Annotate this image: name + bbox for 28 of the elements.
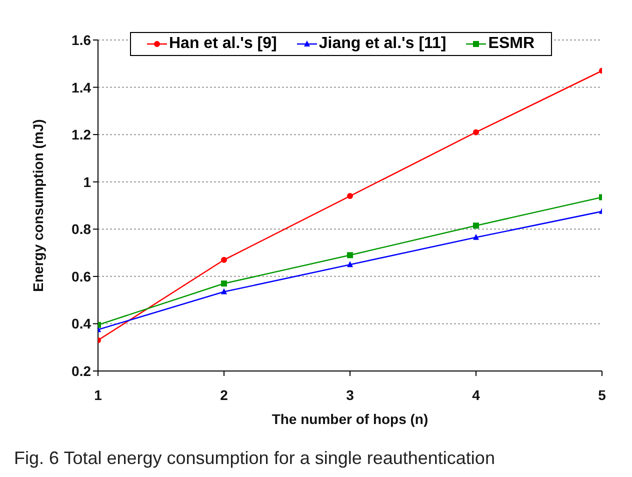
x-tick-label: 2 xyxy=(220,386,228,403)
x-tick-label: 1 xyxy=(94,386,102,403)
y-axis-title: Energy consumption (mJ) xyxy=(30,119,46,292)
x-tick-label: 3 xyxy=(346,386,354,403)
point xyxy=(347,252,353,258)
x-tick-label: 5 xyxy=(598,386,606,403)
point xyxy=(347,193,353,200)
y-tick-label: 1.2 xyxy=(72,126,92,143)
point xyxy=(347,261,353,268)
y-tick-label: 0.8 xyxy=(72,221,92,238)
x-axis-title: The number of hops (n) xyxy=(270,411,430,427)
point xyxy=(473,129,479,136)
point xyxy=(221,288,227,294)
y-tick-label: 1 xyxy=(83,174,92,190)
point xyxy=(221,256,227,263)
y-tick-label: 0.2 xyxy=(72,362,92,379)
y-tick-label: 1.6 xyxy=(72,32,92,48)
point xyxy=(473,234,479,240)
y-tick-label: 0.6 xyxy=(72,268,92,284)
legend-label: Jiang et al.'s [11] xyxy=(318,35,446,53)
x-tick-label: 4 xyxy=(472,386,480,403)
point xyxy=(473,222,479,229)
y-tick-label: 0.4 xyxy=(72,316,92,332)
caption: Fig. 6 Total energy consumption for a single reauthentication xyxy=(14,448,495,469)
point xyxy=(221,280,227,287)
legend-label: ESMR xyxy=(488,35,534,53)
y-tick-label: 1.4 xyxy=(72,79,92,96)
legend-label: Han et al.'s [9] xyxy=(169,35,277,53)
